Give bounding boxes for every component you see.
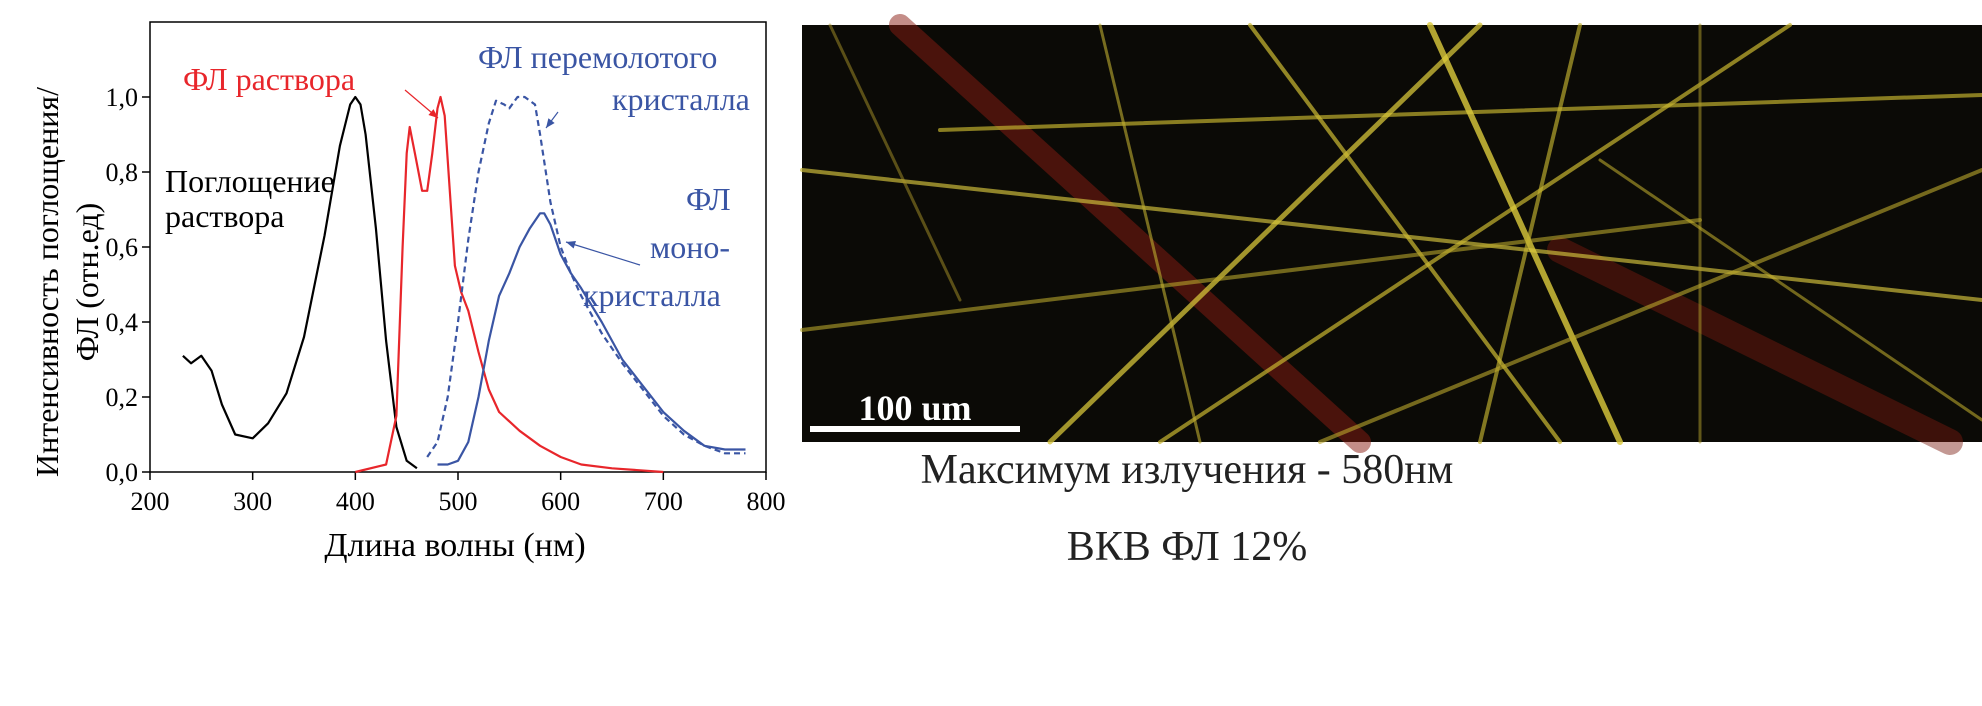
y-axis-label: ФЛ (отн.ед) xyxy=(69,203,105,362)
y-tick-label: 0,6 xyxy=(106,233,139,262)
annotation: ФЛ xyxy=(686,181,731,217)
x-tick-label: 400 xyxy=(336,487,375,516)
annotation: моно- xyxy=(650,229,730,265)
scale-bar-label: 100 um xyxy=(858,388,971,428)
micrograph: 100 um xyxy=(802,25,1982,442)
annotation: кристалла xyxy=(612,81,750,117)
x-axis-label: Длина волны (нм) xyxy=(324,527,585,564)
quantum-yield: ВКВ ФЛ 12% xyxy=(1067,524,1308,570)
annotation: кристалла xyxy=(583,277,721,313)
x-tick-label: 700 xyxy=(644,487,683,516)
x-tick-label: 600 xyxy=(541,487,580,516)
figure: 100 um Максимум излучения - 580нм ВКВ ФЛ… xyxy=(0,0,1982,706)
annotation: ФЛ раствора xyxy=(183,61,355,97)
annotation-arrowhead xyxy=(546,118,555,128)
annotation-arrow xyxy=(566,242,640,265)
annotation: ФЛ перемолотого xyxy=(478,39,717,75)
x-tick-label: 200 xyxy=(131,487,170,516)
annotation-arrowhead xyxy=(566,241,576,248)
x-tick-label: 500 xyxy=(439,487,478,516)
y-tick-label: 0,2 xyxy=(106,383,139,412)
y-tick-label: 0,0 xyxy=(106,458,139,487)
y-axis-label: Интенсивность поглощения/ xyxy=(29,87,65,477)
y-tick-label: 0,8 xyxy=(106,158,139,187)
caption: Максимум излучения - 580нм xyxy=(921,447,1454,493)
y-tick-label: 0,4 xyxy=(106,308,139,337)
annotation: Поглощение xyxy=(165,163,335,199)
x-tick-label: 800 xyxy=(747,487,786,516)
x-tick-label: 300 xyxy=(233,487,272,516)
annotation: раствора xyxy=(165,198,284,234)
y-tick-label: 1,0 xyxy=(106,83,139,112)
series-line xyxy=(183,97,417,468)
